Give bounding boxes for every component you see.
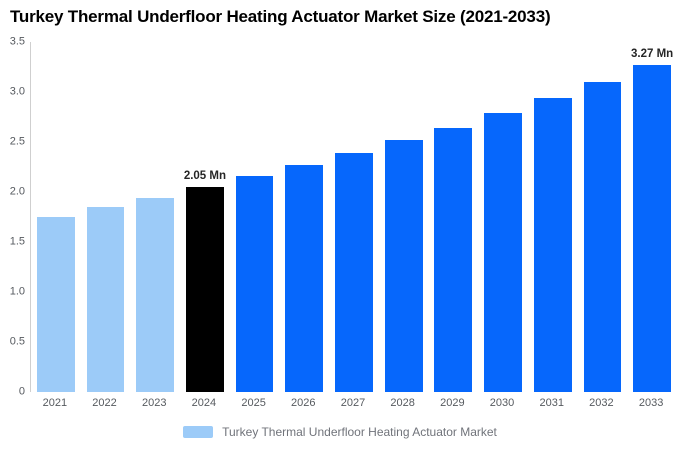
legend-label[interactable]: Turkey Thermal Underfloor Heating Actuat… <box>222 425 497 439</box>
bar-value-label-2033: 3.27 Mn <box>631 48 674 60</box>
bar-2024[interactable]: 2.05 Mn <box>184 170 226 392</box>
x-tick-label-2029: 2029 <box>440 397 465 409</box>
bar-2033[interactable]: 3.27 Mn <box>631 48 673 392</box>
x-axis: 2021 2022 2023 2024 2025 2026 2027 2028 2029 2030… <box>30 397 676 409</box>
bar-2028[interactable] <box>384 140 423 392</box>
bar-2022[interactable] <box>86 207 125 392</box>
legend-swatch[interactable] <box>183 426 214 438</box>
x-tick-label-2033: 2033 <box>638 397 664 409</box>
bar-2023[interactable] <box>136 198 175 392</box>
bar-slot-2026 <box>279 42 329 392</box>
x-tick-label-2026: 2026 <box>291 397 316 409</box>
bar-slot-2028 <box>379 42 429 392</box>
bar-slot-2032 <box>578 42 628 392</box>
bar-slot-2021 <box>31 42 81 392</box>
bar-2021[interactable] <box>36 217 75 392</box>
x-tick-label-2024: 2024 <box>191 397 217 409</box>
bar-slot-2025 <box>230 42 280 392</box>
bar-2032[interactable] <box>583 82 622 392</box>
chart-title: Turkey Thermal Underfloor Heating Actuat… <box>10 7 551 26</box>
x-tick-label-2031: 2031 <box>539 397 564 409</box>
bar-slot-2022 <box>81 42 131 392</box>
bar-slot-2029 <box>429 42 479 392</box>
bar-2026[interactable] <box>285 165 324 392</box>
bar-slot-2027 <box>329 42 379 392</box>
bar-slot-2024: 2.05 Mn <box>180 42 230 392</box>
bar-2025[interactable] <box>235 176 274 392</box>
bar-value-label-2024: 2.05 Mn <box>183 170 226 182</box>
bar-slot-2031 <box>528 42 578 392</box>
plot-area: 2.05 Mn 3.27 Mn <box>30 42 677 392</box>
legend: Turkey Thermal Underfloor Heating Actuat… <box>0 425 680 439</box>
y-tick-label-0: 0 <box>18 385 25 398</box>
bar-2031[interactable] <box>533 98 572 392</box>
bar-slot-2030 <box>478 42 528 392</box>
bar-2030[interactable] <box>484 113 522 392</box>
x-tick-label-2027: 2027 <box>340 397 366 409</box>
bar-slot-2023 <box>130 42 180 392</box>
x-tick-label-2021: 2021 <box>42 397 68 409</box>
y-tick-label-2.5: 2.5 <box>9 135 25 148</box>
y-tick-label-3.5: 3.5 <box>9 35 25 48</box>
x-tick-label-2023: 2023 <box>141 397 167 409</box>
x-tick-label-2032: 2032 <box>589 397 614 409</box>
bar-2027[interactable] <box>335 153 373 392</box>
x-tick-label-2030: 2030 <box>489 397 515 409</box>
y-tick-label-3.0: 3.0 <box>9 85 25 98</box>
y-axis: 0 0.5 1.0 1.5 2.0 2.5 3.0 3.5 <box>0 36 25 397</box>
y-tick-label-1.5: 1.5 <box>9 235 25 248</box>
x-tick-label-2025: 2025 <box>241 397 266 409</box>
x-tick-label-2022: 2022 <box>92 397 117 409</box>
y-tick-label-0.5: 0.5 <box>9 335 25 348</box>
y-tick-label-2.0: 2.0 <box>9 185 25 198</box>
bar-2029[interactable] <box>434 128 473 392</box>
x-tick-label-2028: 2028 <box>390 397 415 409</box>
y-tick-label-1.0: 1.0 <box>9 285 25 298</box>
bar-slot-2033: 3.27 Mn <box>627 42 677 392</box>
